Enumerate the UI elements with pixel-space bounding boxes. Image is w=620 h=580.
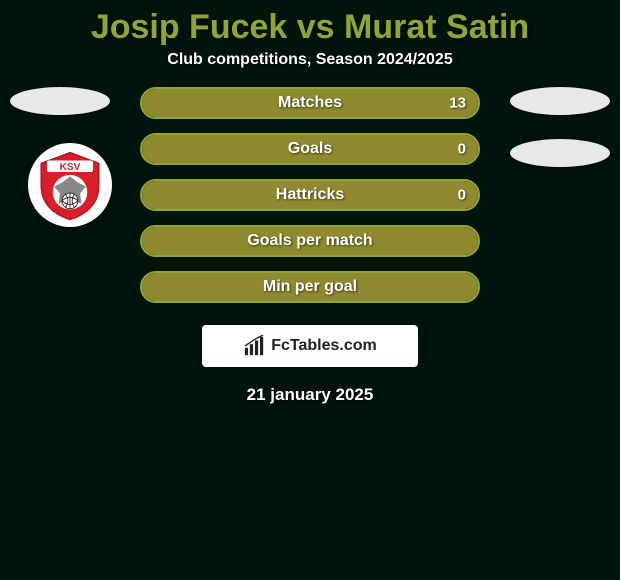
stat-row: Min per goal — [140, 271, 480, 303]
stat-value: 0 — [458, 187, 466, 204]
stat-row: Hattricks 0 — [140, 179, 480, 211]
stat-value: 0 — [458, 141, 466, 158]
left-placeholder-ellipse — [10, 87, 110, 115]
stat-label: Goals — [288, 140, 332, 158]
subtitle: Club competitions, Season 2024/2025 — [0, 51, 620, 69]
stat-row: Goals per match — [140, 225, 480, 257]
stat-rows: Matches 13 Goals 0 Hattricks 0 Goals per match… — [140, 87, 480, 303]
stat-row: Matches 13 — [140, 87, 480, 119]
club-badge-icon: KSV — [34, 149, 106, 221]
brand-text: FcTables.com — [271, 337, 377, 355]
stat-label: Matches — [278, 94, 342, 112]
svg-text:KSV: KSV — [60, 162, 81, 173]
right-placeholder-ellipse-2 — [510, 139, 610, 167]
club-badge: KSV — [28, 143, 112, 227]
right-placeholder-ellipse-1 — [510, 87, 610, 115]
content-area: KSV Matches 13 Goals 0 Hattricks 0 Goals per m… — [0, 87, 620, 405]
stat-value: 13 — [449, 95, 466, 112]
chart-icon — [243, 335, 265, 357]
stat-label: Hattricks — [276, 186, 344, 204]
stat-label: Goals per match — [247, 232, 372, 250]
date-text: 21 january 2025 — [10, 385, 610, 405]
brand-box: FcTables.com — [202, 325, 418, 367]
stat-row: Goals 0 — [140, 133, 480, 165]
page-title: Josip Fucek vs Murat Satin — [0, 0, 620, 51]
stat-label: Min per goal — [263, 278, 357, 296]
